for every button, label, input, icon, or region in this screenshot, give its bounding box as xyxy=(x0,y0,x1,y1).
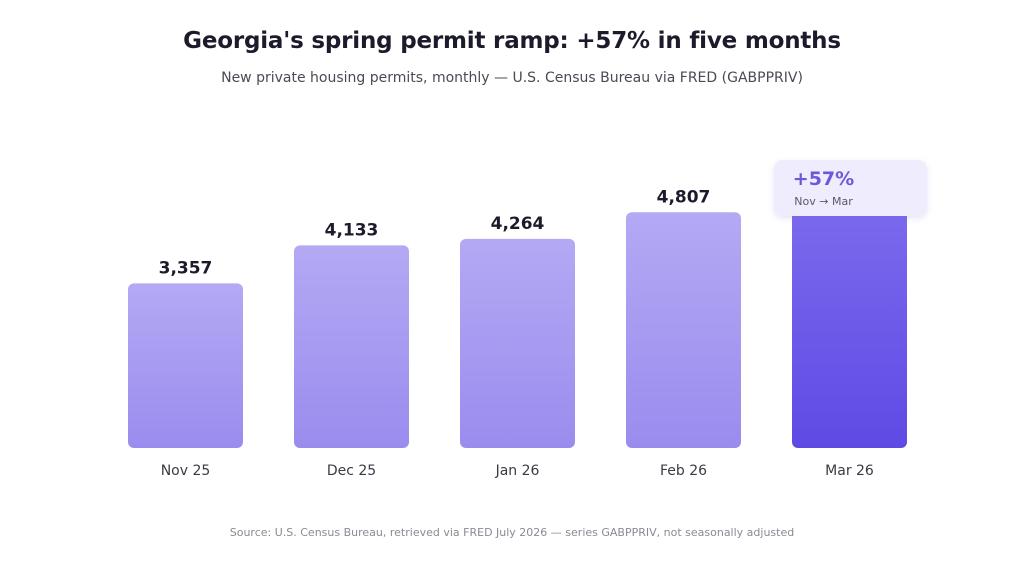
source-note: Source: U.S. Census Bureau, retrieved vi… xyxy=(229,526,795,539)
value-label: 4,264 xyxy=(491,214,545,234)
category-label: Nov 25 xyxy=(161,463,211,479)
value-label: 3,357 xyxy=(159,258,213,278)
category-label: Mar 26 xyxy=(825,463,874,479)
category-label: Feb 26 xyxy=(660,463,707,479)
chart-title: Georgia's spring permit ramp: +57% in fi… xyxy=(183,28,841,54)
bar-mar-26 xyxy=(792,190,907,448)
value-label: 4,133 xyxy=(325,220,379,240)
change-period: Nov → Mar xyxy=(794,195,853,208)
bar-dec-25 xyxy=(294,245,409,448)
category-label: Jan 26 xyxy=(495,463,540,479)
bar-nov-25 xyxy=(128,283,243,448)
change-annotation-box xyxy=(774,160,927,216)
category-label: Dec 25 xyxy=(327,463,376,479)
bar-jan-26 xyxy=(460,238,575,448)
value-label: 4,807 xyxy=(657,187,711,207)
chart-subtitle: New private housing permits, monthly — U… xyxy=(221,70,803,86)
change-percent: +57% xyxy=(793,168,854,190)
bar-feb-26 xyxy=(626,212,741,448)
